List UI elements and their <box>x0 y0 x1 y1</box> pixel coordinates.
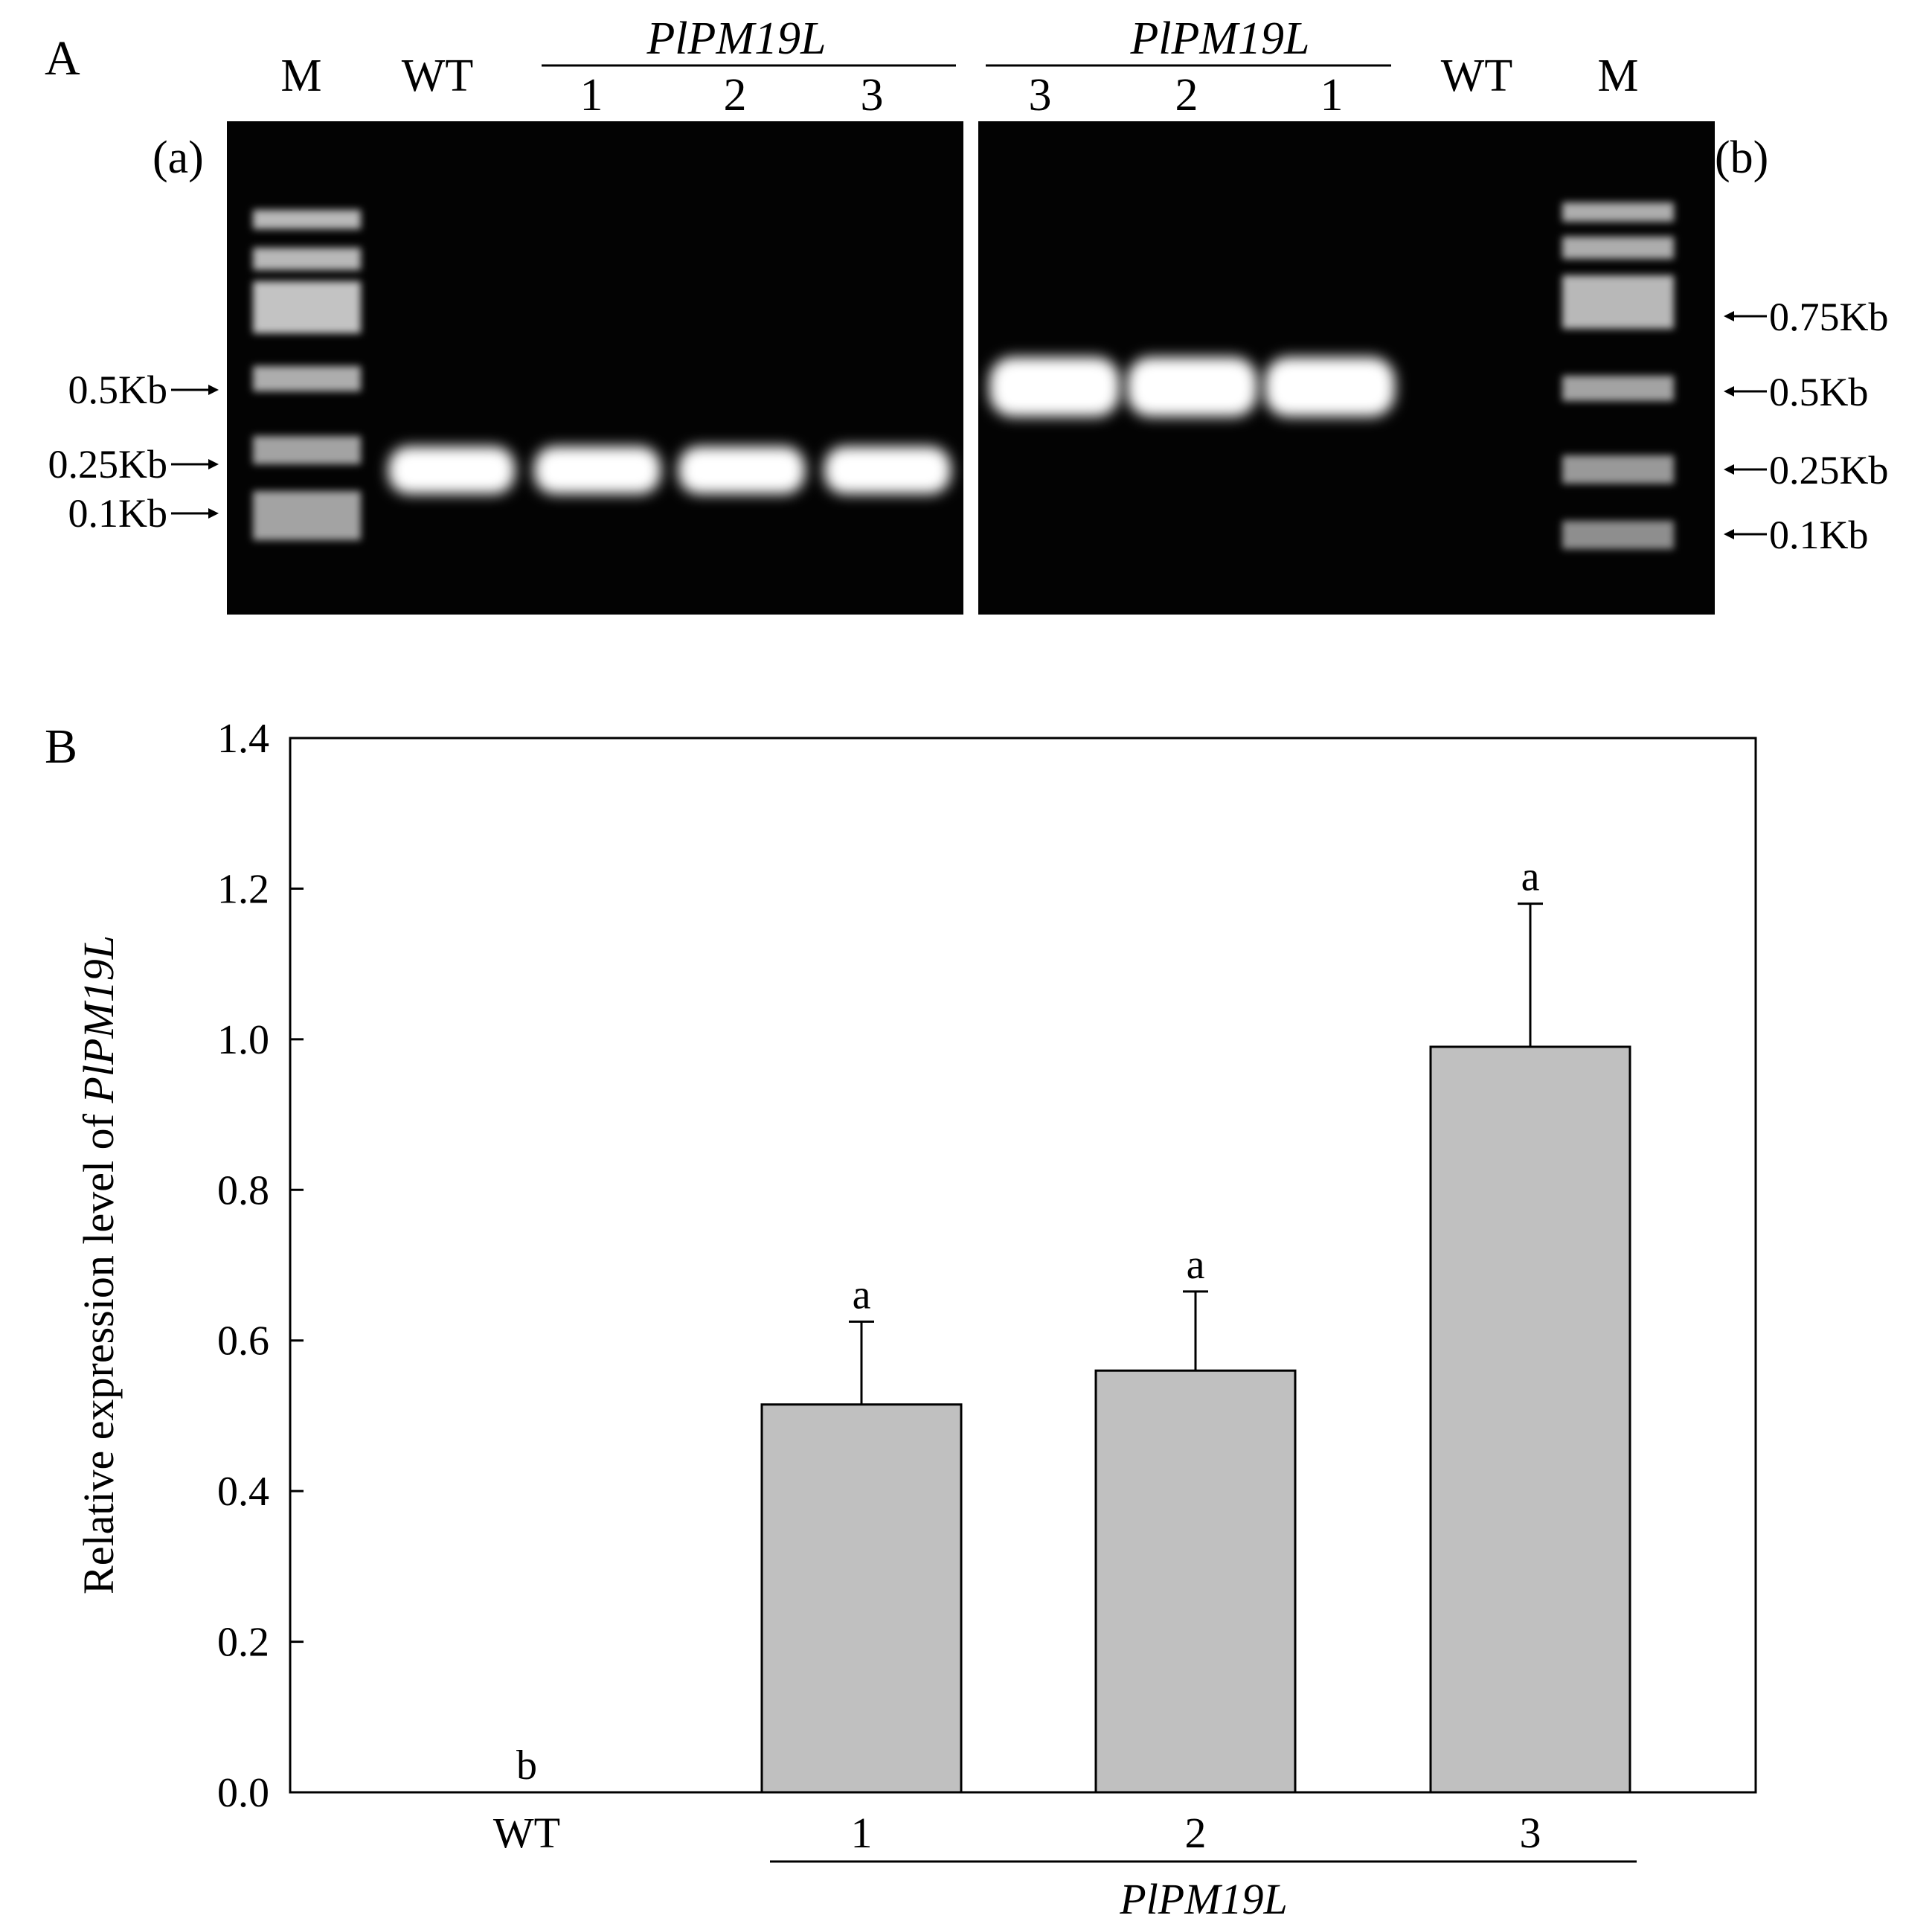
y-tick-label: 0.2 <box>217 1620 269 1666</box>
gel-b-marker-label: 0.5Kb <box>1769 370 1869 414</box>
gel-b-lane-label: M <box>1597 51 1638 101</box>
y-axis-label: Relative expression level of PlPM19L <box>74 935 123 1594</box>
y-tick-label: 0.6 <box>217 1318 269 1365</box>
x-tick-label: 2 <box>1185 1809 1207 1857</box>
significance-label: a <box>1521 854 1540 900</box>
y-tick-label: 0.8 <box>217 1167 269 1213</box>
gel-b-markers: 0.75Kb 0.5Kb 0.25Kb 0.1Kb <box>1724 295 1889 557</box>
gel-image-a <box>227 121 963 615</box>
gel-b-marker-arrowhead <box>1724 311 1734 321</box>
gel-b-lane-labels: 3 2 1 WT M <box>1029 51 1639 121</box>
gel-a-lane-label: 1 <box>580 70 603 121</box>
panel-a-label: A <box>45 31 80 86</box>
gel-a-marker-label: 0.1Kb <box>68 491 168 536</box>
bar <box>760 1403 963 1794</box>
gel-b-lane-label: WT <box>1441 51 1512 101</box>
gel-b-bands <box>989 357 1395 417</box>
gel-a-marker-arrowhead <box>208 385 219 395</box>
y-tick-label: 0.4 <box>217 1469 269 1515</box>
gel-a-markers: 0.5Kb 0.25Kb 0.1Kb <box>48 368 219 536</box>
panel-b: B 0.0 0.2 0.4 0.6 0.8 1.0 1.2 1.4 b a a a WT 1 2 3 Pl… <box>45 716 1757 1923</box>
gel-b-group-label: PlPM19L <box>1129 13 1309 64</box>
gel-a-tag: (a) <box>153 132 204 183</box>
gel-b-lane-label: 2 <box>1175 70 1198 121</box>
x-tick-label: 3 <box>1520 1809 1541 1857</box>
x-axis-tick-labels: WT 1 2 3 <box>493 1809 1541 1857</box>
error-bars <box>514 902 1543 1794</box>
bars <box>760 1045 1631 1794</box>
bar <box>1094 1369 1297 1794</box>
gel-b-marker-label: 0.1Kb <box>1769 513 1869 557</box>
bar <box>1429 1045 1631 1794</box>
y-axis-label-gene: PlPM19L <box>74 935 123 1104</box>
gel-a-marker-arrowhead <box>208 508 219 519</box>
significance-label: b <box>516 1742 537 1789</box>
x-tick-label: 1 <box>851 1809 873 1857</box>
gel-b-band <box>1127 357 1257 417</box>
gel-a-lane-label: 2 <box>724 70 747 121</box>
gel-a-band <box>388 446 515 494</box>
gel-b-band <box>1265 357 1395 417</box>
y-tick-label: 1.4 <box>217 716 269 762</box>
gel-a-lane-label: M <box>280 51 321 101</box>
gel-b-lane-label: 1 <box>1320 70 1344 121</box>
y-axis-label-prefix: Relative expression level of <box>74 1103 123 1594</box>
group-label: PlPM19L <box>1119 1875 1288 1923</box>
gel-a-lane-labels: M WT 1 2 3 <box>280 51 883 121</box>
gel-a-ladder <box>253 210 361 540</box>
gel-b-ladder <box>1562 202 1674 549</box>
gel-b-marker-arrowhead <box>1724 386 1734 397</box>
gel-a-marker-label: 0.5Kb <box>68 368 168 412</box>
gel-a-band <box>678 446 805 494</box>
y-tick-label: 1.0 <box>217 1017 269 1063</box>
significance-label: a <box>1187 1242 1205 1288</box>
gel-a-lane-label: WT <box>402 51 473 101</box>
panel-b-label: B <box>45 719 77 774</box>
gel-image-b <box>978 121 1715 615</box>
gel-a-group-label: PlPM19L <box>646 13 826 64</box>
gel-a-marker-label: 0.25Kb <box>48 442 168 487</box>
gel-b-tag: (b) <box>1715 132 1768 183</box>
gel-a-band <box>824 446 951 494</box>
gel-b-lane-label: 3 <box>1029 70 1052 121</box>
gel-a-band <box>534 446 661 494</box>
panel-a: A M WT 1 2 3 PlPM19L 3 2 1 WT M PlPM19L … <box>45 13 1889 615</box>
gel-b-band <box>989 357 1120 417</box>
x-tick-label: WT <box>493 1809 560 1857</box>
significance-label: a <box>853 1272 871 1318</box>
gel-a-bands <box>388 446 951 494</box>
y-tick-label: 0.0 <box>217 1770 269 1816</box>
y-axis-ticks: 0.0 0.2 0.4 0.6 0.8 1.0 1.2 1.4 <box>217 716 304 1816</box>
gel-b-marker-label: 0.75Kb <box>1769 295 1889 339</box>
gel-a-marker-arrowhead <box>208 459 219 469</box>
significance-labels: b a a a <box>516 854 1540 1789</box>
gel-b-marker-arrowhead <box>1724 464 1734 475</box>
plot-frame <box>289 737 1757 1794</box>
y-tick-label: 1.2 <box>217 866 269 912</box>
gel-b-marker-arrowhead <box>1724 529 1734 539</box>
gel-a-lane-label: 3 <box>861 70 884 121</box>
gel-b-marker-label: 0.25Kb <box>1769 448 1889 493</box>
